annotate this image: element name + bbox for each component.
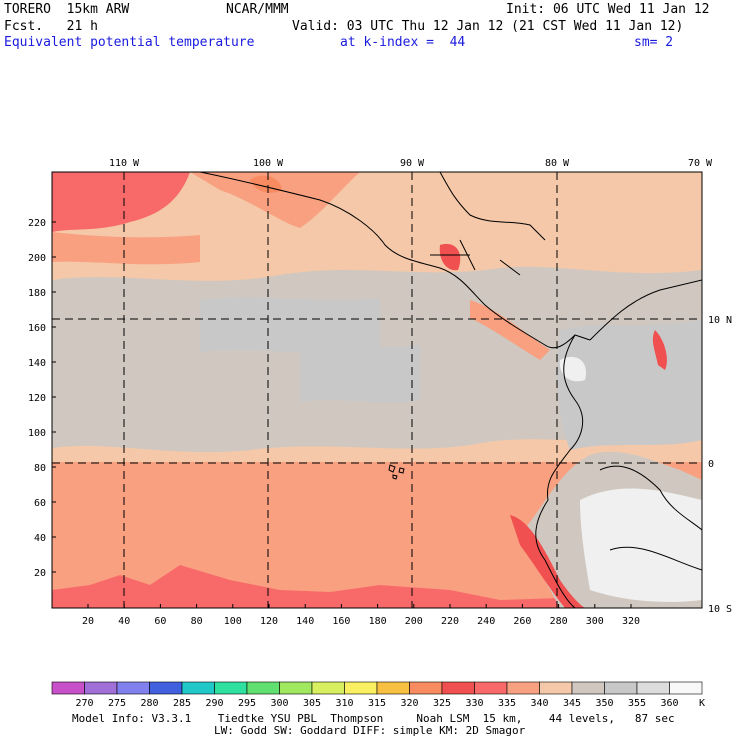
y-tick-label: 180 <box>28 288 46 299</box>
x-axis: 20 40 60 80 100 120 140 160 180 200 220 240 260 280 30… <box>82 604 640 627</box>
x-tick-label: 20 <box>82 616 94 627</box>
valid-time: Valid: 03 UTC Thu 12 Jan 12 (21 CST Wed … <box>292 19 684 34</box>
colorbar-label: 335 <box>498 698 516 709</box>
y-tick-label: 220 <box>28 218 46 229</box>
colorbar-label: 270 <box>75 698 93 709</box>
x-tick-label: 320 <box>622 616 640 627</box>
colorbar-swatch <box>311 681 345 695</box>
x-tick-label: 280 <box>550 616 568 627</box>
y-axis: 20 40 60 80 100 120 140 160 180 200 220 <box>28 218 56 579</box>
x-tick-label: 220 <box>441 616 459 627</box>
coastlines <box>199 172 702 608</box>
y-tick-label: 80 <box>34 463 46 474</box>
colorbar-swatch <box>84 681 118 695</box>
y-tick-label: 100 <box>28 428 46 439</box>
field-title: Equivalent potential temperature <box>4 35 255 50</box>
colorbar-label: 315 <box>368 698 386 709</box>
x-tick-label: 60 <box>154 616 166 627</box>
y-tick-label: 120 <box>28 393 46 404</box>
y-tick-label: 200 <box>28 253 46 264</box>
latitude-label: 10 N <box>708 315 732 326</box>
colorbar-swatch <box>279 681 313 695</box>
colorbar-swatch <box>669 681 703 695</box>
latitude-labels: 10 N 0 10 S <box>708 315 732 615</box>
x-tick-label: 80 <box>191 616 203 627</box>
colorbar-label: 330 <box>465 698 483 709</box>
forecast-hour: Fcst. 21 h <box>4 19 98 34</box>
colorbar-label: 360 <box>660 698 678 709</box>
y-tick-label: 20 <box>34 568 46 579</box>
colorbar-label: 280 <box>140 698 158 709</box>
longitude-label: 90 W <box>400 158 425 169</box>
temperature-field <box>52 172 702 608</box>
colorbar-swatch <box>214 681 248 695</box>
center-name: NCAR/MMM <box>226 2 289 17</box>
latitude-label: 0 <box>708 459 714 470</box>
longitude-label: 80 W <box>545 158 570 169</box>
colorbar-label: 305 <box>303 698 321 709</box>
x-tick-label: 260 <box>513 616 531 627</box>
colorbar-swatch <box>409 681 443 695</box>
colorbar-swatch <box>376 681 410 695</box>
smoothing-label: sm= 2 <box>634 35 674 50</box>
colorbar-swatch <box>246 681 280 695</box>
x-tick-label: 120 <box>260 616 278 627</box>
x-tick-label: 40 <box>118 616 130 627</box>
y-tick-label: 40 <box>34 533 46 544</box>
longitude-label: 100 W <box>253 158 284 169</box>
latitude-label: 10 S <box>708 604 732 615</box>
y-tick-label: 140 <box>28 358 46 369</box>
colorbar-label: 350 <box>595 698 613 709</box>
plot-frame <box>51 171 703 609</box>
level-label: at k-index = 44 <box>340 35 466 50</box>
colorbar: 270 275 280 285 290 295 300 305 310 315 320 325 330 3… <box>51 681 705 709</box>
colorbar-label: 320 <box>400 698 418 709</box>
colorbar-swatch <box>636 681 670 695</box>
x-tick-label: 200 <box>405 616 423 627</box>
x-tick-label: 140 <box>296 616 314 627</box>
colorbar-swatch <box>604 681 638 695</box>
colorbar-swatch <box>506 681 540 695</box>
colorbar-swatch <box>441 681 475 695</box>
colorbar-label: 300 <box>270 698 288 709</box>
colorbar-swatch <box>344 681 378 695</box>
colorbar-swatch <box>539 681 573 695</box>
colorbar-label: 355 <box>628 698 646 709</box>
colorbar-label: 310 <box>335 698 353 709</box>
colorbar-swatch <box>474 681 508 695</box>
x-tick-label: 240 <box>477 616 495 627</box>
colorbar-swatch <box>51 681 85 695</box>
y-tick-label: 60 <box>34 498 46 509</box>
colorbar-label: 290 <box>205 698 223 709</box>
colorbar-label: 295 <box>238 698 256 709</box>
colorbar-unit: K <box>699 698 705 709</box>
colorbar-label: 345 <box>563 698 581 709</box>
model-info: Model Info: V3.3.1 Tiedtke YSU PBL Thomp… <box>72 712 675 725</box>
lat-lon-grid <box>52 172 702 608</box>
model-name: TORERO 15km ARW <box>4 2 130 17</box>
physics-info: LW: Godd SW: Goddard DIFF: simple KM: 2D… <box>214 724 526 737</box>
x-tick-label: 160 <box>332 616 350 627</box>
colorbar-label: 275 <box>108 698 126 709</box>
colorbar-swatch <box>571 681 605 695</box>
colorbar-label: 325 <box>433 698 451 709</box>
init-time: Init: 06 UTC Wed 11 Jan 12 <box>506 2 710 17</box>
colorbar-swatch <box>116 681 150 695</box>
longitude-labels: 110 W 100 W 90 W 80 W 70 W <box>109 158 713 169</box>
colorbar-swatch <box>149 681 183 695</box>
x-tick-label: 100 <box>224 616 242 627</box>
x-tick-label: 300 <box>586 616 604 627</box>
colorbar-label: 285 <box>173 698 191 709</box>
colorbar-swatch <box>181 681 215 695</box>
longitude-label: 110 W <box>109 158 140 169</box>
longitude-label: 70 W <box>688 158 713 169</box>
y-tick-label: 160 <box>28 323 46 334</box>
x-tick-label: 180 <box>369 616 387 627</box>
colorbar-label: 340 <box>530 698 548 709</box>
